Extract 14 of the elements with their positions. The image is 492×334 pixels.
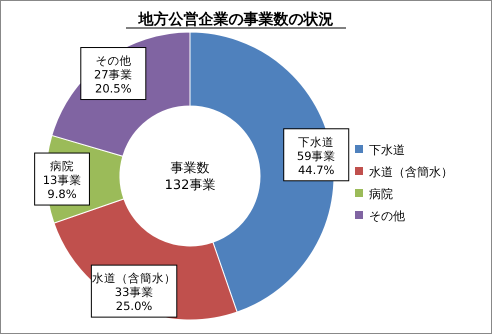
legend-label: その他 xyxy=(369,209,405,223)
slice-label: 水道（含簡水） xyxy=(92,271,176,286)
slice-label: 下水道 xyxy=(298,134,334,149)
data-label: 59事業 44.7% xyxy=(296,148,336,177)
legend-label: 病院 xyxy=(369,187,393,201)
text: 事業数 132事業 xyxy=(164,161,216,193)
slice-label: 病院 xyxy=(50,159,74,174)
legend-label: 水道（含簡水） xyxy=(369,165,453,179)
legend-label: 下水道 xyxy=(369,143,405,157)
slice-label: その他 xyxy=(95,54,132,68)
data-label: 33事業 25.0% xyxy=(114,285,154,314)
chart-title: 地方公営企業の事業数の状況 xyxy=(138,10,334,28)
data-label: 13事業 9.8% xyxy=(42,173,82,202)
data-label: 27事業 20.5% xyxy=(94,68,133,96)
